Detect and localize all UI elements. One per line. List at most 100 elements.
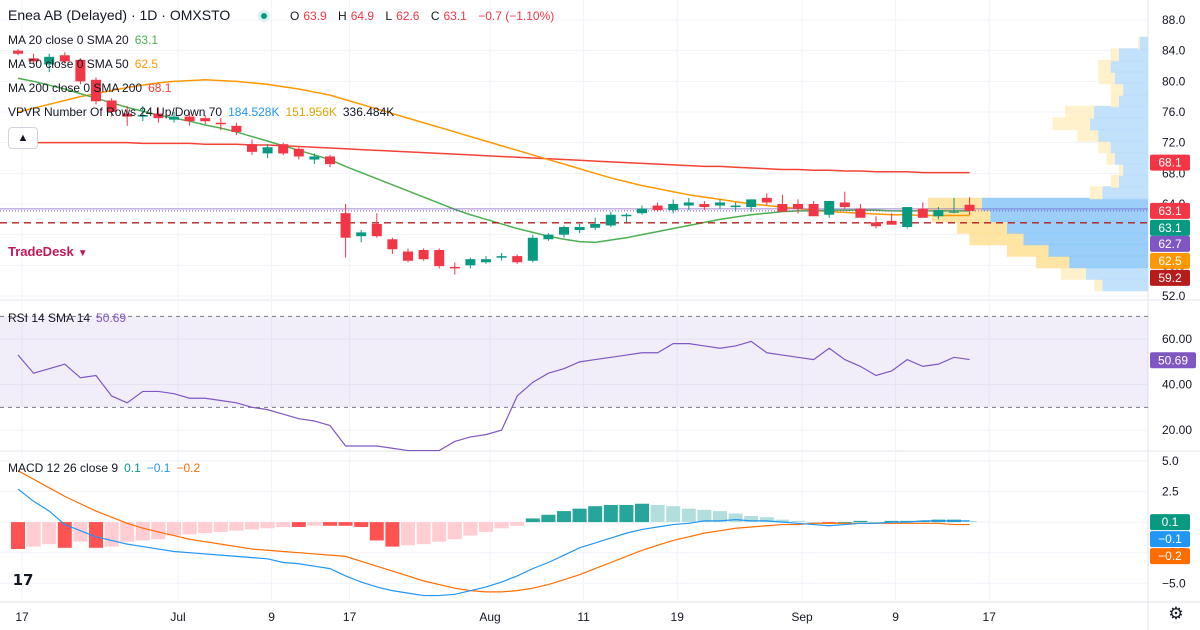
macd-histogram-bar: [713, 511, 727, 523]
price-axis-label-bg: [1150, 252, 1190, 269]
price-axis-tick: 52.0: [1162, 289, 1186, 303]
price-axis-tick: 88.0: [1162, 13, 1186, 27]
legend-ma20[interactable]: MA 20 close 0 SMA 20 63.1: [8, 32, 158, 48]
vpvr-up-bar: [1023, 232, 1148, 246]
rsi-band-fill: [0, 316, 1148, 408]
vpvr-up-bar: [1114, 151, 1148, 165]
market-status-icon: [258, 10, 270, 22]
candle-body: [465, 259, 476, 266]
candle-body: [91, 79, 101, 102]
candle-body: [418, 250, 429, 260]
price-axis-label-bg: [1150, 202, 1190, 219]
rsi-axis-tick: 40.00: [1162, 378, 1192, 392]
legend-macd-label: MACD 12 26 close 9: [8, 461, 119, 475]
price-axis-tick: 84.0: [1162, 44, 1186, 58]
vpvr-up-bar: [1006, 220, 1148, 234]
candle-body: [309, 156, 320, 160]
macd-histogram-bar: [104, 522, 119, 547]
high-label: H: [338, 9, 347, 23]
candle-body: [715, 202, 725, 206]
candle-body: [527, 237, 538, 261]
legend-rsi[interactable]: RSI 14 SMA 14 50.69: [8, 310, 126, 326]
price-axis-label-bg: [1150, 269, 1190, 286]
candle-body: [13, 50, 23, 54]
legend-rsi-label: RSI 14 SMA 14: [8, 311, 91, 325]
legend-ma200[interactable]: MA 200 close 0 SMA 200 68.1: [8, 80, 171, 96]
vpvr-down-bar: [1098, 140, 1111, 154]
candle-body: [902, 207, 913, 227]
change-value: −0.7 (−1.10%): [478, 9, 555, 23]
vpvr-up-bar: [1102, 186, 1148, 200]
candle-body: [75, 59, 86, 82]
macd-histogram-bar: [432, 522, 447, 542]
candle-body: [59, 55, 70, 62]
macd-histogram-bar: [603, 504, 618, 523]
macd-histogram-bar: [42, 522, 57, 545]
vpvr-down-bar: [1110, 174, 1119, 188]
candle-body: [964, 204, 975, 211]
macd-histogram-bar: [915, 520, 930, 523]
macd-histogram-bar: [666, 506, 681, 523]
collapse-legend-button[interactable]: ▲: [8, 127, 38, 149]
legend-macd-line: −0.1: [146, 461, 171, 475]
candle-body: [184, 116, 195, 122]
vpvr-down-bar: [969, 232, 1024, 246]
price-axis-label: 63.1: [1158, 221, 1182, 235]
macd-histogram-bar: [323, 522, 337, 526]
candle-body: [668, 204, 679, 211]
macd-histogram-bar: [213, 522, 228, 532]
candle-body: [449, 266, 460, 269]
macd-histogram-bar: [479, 522, 493, 532]
gear-icon[interactable]: ⚙: [1168, 604, 1184, 623]
macd-histogram-bar: [744, 515, 759, 523]
legend-ma200-value: 68.1: [148, 81, 172, 95]
rsi-axis-tick: 60.00: [1162, 332, 1192, 346]
candle-body: [106, 100, 117, 112]
candle-body: [824, 200, 835, 215]
ma20-line: [17, 77, 970, 244]
legend-vpvr[interactable]: VPVR Number Of Rows 24 Up/Down 70 184.528…: [8, 104, 394, 120]
macd-histogram-bar: [510, 522, 525, 526]
vpvr-down-bar: [1110, 94, 1119, 108]
legend-macd[interactable]: MACD 12 26 close 9 0.1 −0.1 −0.2: [8, 460, 200, 476]
candle-body: [949, 211, 959, 213]
candle-body: [356, 232, 367, 237]
tradingview-logo[interactable]: 17: [12, 571, 34, 589]
macd-histogram-bar: [572, 508, 587, 523]
rsi-line: [17, 340, 970, 452]
candle-body: [839, 202, 850, 208]
rsi-axis-label-bg: [1150, 352, 1196, 369]
candle-body: [933, 210, 944, 217]
vpvr-up-bar: [1048, 243, 1148, 257]
macd-histogram-bar: [120, 522, 135, 542]
price-axis-label: 62.5: [1158, 254, 1182, 268]
macd-histogram-bar: [525, 518, 540, 523]
price-axis-label: 59.2: [1158, 271, 1182, 285]
rsi-axis-label: 50.69: [1158, 353, 1188, 367]
macd-histogram-bar: [385, 522, 400, 547]
vpvr-down-bar: [1077, 128, 1099, 142]
close-label: C: [430, 9, 440, 23]
candle-body: [855, 208, 866, 218]
candle-body: [403, 251, 413, 261]
price-axis-label: 62.7: [1158, 237, 1182, 251]
legend-ma200-label: MA 200 close 0 SMA 200: [8, 81, 143, 95]
candle-body: [761, 197, 772, 203]
price-axis-tick: 72.0: [1162, 136, 1186, 150]
tradedesk-label[interactable]: TradeDesk ▼: [8, 244, 88, 259]
price-axis-label-bg: [1150, 154, 1190, 171]
chevron-up-icon: ▲: [17, 132, 29, 144]
rsi-axis-tick: 20.00: [1162, 423, 1192, 437]
candle-body: [496, 256, 507, 258]
time-axis-tick: Aug: [479, 610, 500, 624]
candle-body: [590, 223, 601, 228]
candle-body: [777, 204, 788, 212]
legend-ma50[interactable]: MA 50 close 0 SMA 50 62.5: [8, 56, 158, 72]
candle-body: [215, 122, 226, 125]
candle-body: [200, 118, 211, 122]
vpvr-up-bar: [1094, 105, 1148, 119]
macd-histogram-bar: [11, 522, 25, 550]
vpvr-down-bar: [1138, 36, 1140, 50]
ohlc-readout: O 63.9 H 64.9 L 62.6 C 63.1 −0.7 (−1.10%): [290, 9, 558, 23]
